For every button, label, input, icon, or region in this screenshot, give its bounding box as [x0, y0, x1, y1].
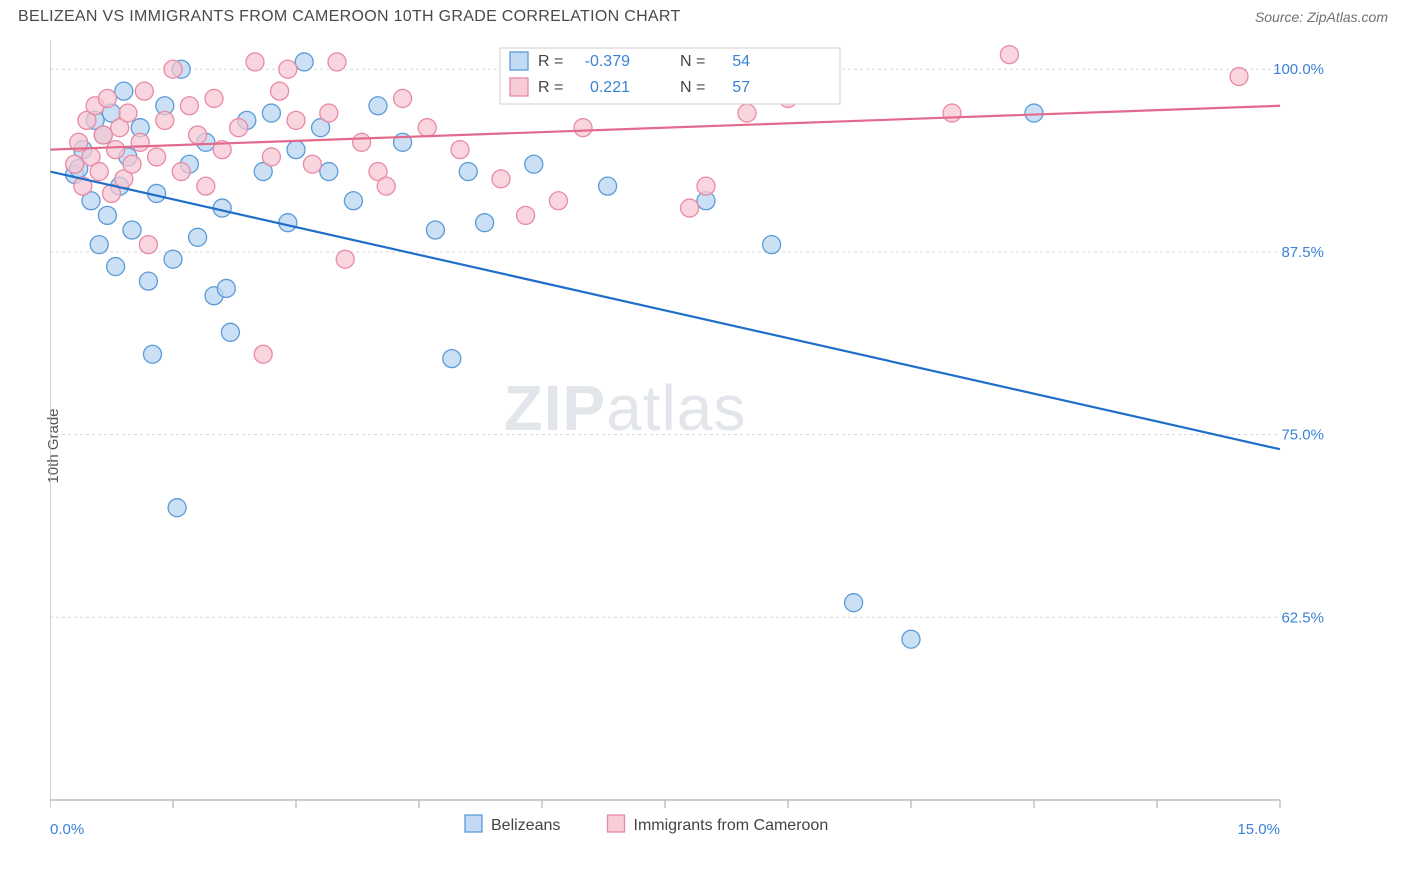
data-point: [1025, 104, 1043, 122]
data-point: [189, 126, 207, 144]
data-point: [66, 155, 84, 173]
data-point: [230, 119, 248, 137]
y-tick-label: 62.5%: [1281, 609, 1324, 626]
data-point: [262, 148, 280, 166]
legend-n-value: 57: [732, 79, 750, 96]
y-tick-label: 87.5%: [1281, 244, 1324, 261]
data-point: [681, 199, 699, 217]
data-point: [135, 82, 153, 100]
data-point: [394, 89, 412, 107]
data-point: [287, 111, 305, 129]
data-point: [119, 104, 137, 122]
chart-title: BELIZEAN VS IMMIGRANTS FROM CAMEROON 10T…: [18, 8, 681, 26]
watermark: ZIPatlas: [504, 372, 747, 444]
data-point: [517, 206, 535, 224]
data-point: [574, 119, 592, 137]
data-point: [320, 163, 338, 181]
data-point: [107, 258, 125, 276]
data-point: [123, 221, 141, 239]
data-point: [139, 272, 157, 290]
chart-container: ZIPatlas0.0%15.0%62.5%75.0%87.5%100.0%R …: [50, 40, 1330, 810]
data-point: [303, 155, 321, 173]
data-point: [90, 236, 108, 254]
data-point: [123, 155, 141, 173]
scatter-chart: ZIPatlas 0.0% 15.0% 62.5% 75.0% 87.5% 100.0% R …: [50, 40, 1330, 860]
data-point: [353, 133, 371, 151]
legend-n-label: N =: [680, 79, 705, 96]
data-point: [90, 163, 108, 181]
data-point: [295, 53, 313, 71]
data-point: [148, 148, 166, 166]
data-point: [262, 104, 280, 122]
legend-series-label: Immigrants from Cameroon: [634, 817, 829, 834]
data-point: [168, 499, 186, 517]
data-point: [221, 323, 239, 341]
data-point: [197, 177, 215, 195]
data-point: [139, 236, 157, 254]
legend-r-label: R =: [538, 53, 563, 70]
data-point: [156, 111, 174, 129]
x-tick-label: 15.0%: [1237, 821, 1280, 838]
data-point: [94, 126, 112, 144]
data-point: [459, 163, 477, 181]
data-point: [344, 192, 362, 210]
x-tick-label: 0.0%: [50, 821, 84, 838]
data-point: [902, 630, 920, 648]
data-point: [418, 119, 436, 137]
legend-r-value: -0.379: [585, 53, 630, 70]
data-point: [144, 345, 162, 363]
data-point: [336, 250, 354, 268]
source-label: Source: ZipAtlas.com: [1255, 9, 1388, 25]
legend-n-value: 54: [732, 53, 750, 70]
data-point: [549, 192, 567, 210]
data-point: [287, 141, 305, 159]
data-point: [189, 228, 207, 246]
data-point: [115, 82, 133, 100]
data-point: [525, 155, 543, 173]
data-point: [164, 250, 182, 268]
data-point: [443, 350, 461, 368]
data-point: [131, 133, 149, 151]
data-point: [172, 163, 190, 181]
data-point: [476, 214, 494, 232]
legend-swatch: [608, 815, 625, 832]
data-point: [763, 236, 781, 254]
legend-swatch: [510, 78, 528, 96]
data-point: [943, 104, 961, 122]
data-point: [180, 97, 198, 115]
data-point: [451, 141, 469, 159]
data-point: [320, 104, 338, 122]
y-tick-label: 100.0%: [1273, 61, 1324, 78]
data-point: [246, 53, 264, 71]
data-point: [599, 177, 617, 195]
data-point: [1230, 68, 1248, 86]
data-point: [492, 170, 510, 188]
data-point: [107, 141, 125, 159]
data-point: [254, 345, 272, 363]
legend-series-label: Belizeans: [491, 817, 560, 834]
data-point: [217, 279, 235, 297]
data-point: [738, 104, 756, 122]
data-point: [697, 177, 715, 195]
data-point: [328, 53, 346, 71]
legend-r-value: 0.221: [590, 79, 630, 96]
y-tick-label: 75.0%: [1281, 427, 1324, 444]
data-point: [205, 89, 223, 107]
data-point: [98, 89, 116, 107]
data-point: [426, 221, 444, 239]
data-point: [98, 206, 116, 224]
data-point: [271, 82, 289, 100]
data-point: [845, 594, 863, 612]
legend-swatch: [465, 815, 482, 832]
data-point: [279, 60, 297, 78]
data-point: [1000, 46, 1018, 64]
legend-swatch: [510, 52, 528, 70]
legend-r-label: R =: [538, 79, 563, 96]
legend-n-label: N =: [680, 53, 705, 70]
data-point: [369, 97, 387, 115]
data-point: [164, 60, 182, 78]
data-point: [377, 177, 395, 195]
